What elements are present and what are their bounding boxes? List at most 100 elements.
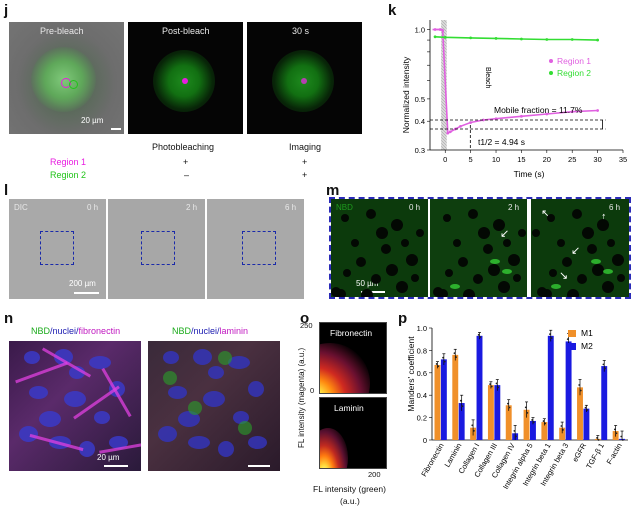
dic-image-2h: 2 h <box>108 199 205 299</box>
panel-letter-k: k <box>388 2 397 19</box>
n-right-title: NBD/nuclei/laminin <box>172 326 248 336</box>
nucleus <box>163 351 179 364</box>
data-point <box>477 333 480 336</box>
nbd-image-0h: NBD 0 h 50 µm <box>331 199 428 297</box>
bar-m1 <box>523 409 530 440</box>
pore <box>617 274 625 282</box>
data-point <box>562 429 564 431</box>
data-point <box>461 405 464 408</box>
bar-m1 <box>505 405 512 440</box>
roi-box-2h <box>141 231 175 265</box>
pore <box>331 287 341 297</box>
pore <box>493 219 505 231</box>
legend-marker-region-1 <box>549 59 553 63</box>
manders-y-tick-label: 0.8 <box>417 346 427 355</box>
data-point <box>455 356 457 359</box>
arrow-icon: ↑ <box>601 211 607 223</box>
frap-x-tick-label: 10 <box>492 155 500 164</box>
nucleus <box>39 411 61 427</box>
pore <box>567 289 579 297</box>
data-point <box>437 365 440 368</box>
panel-letter-j: j <box>4 2 9 19</box>
frap-point <box>570 110 574 114</box>
pore <box>356 257 366 267</box>
legend-region-2: Region 2 <box>557 68 591 78</box>
panel-letter-p: p <box>398 310 408 327</box>
panel-letter-l: l <box>4 182 9 199</box>
data-point <box>613 428 616 431</box>
pore <box>443 214 451 222</box>
nbd-time-0h: 0 h <box>409 203 421 212</box>
data-point <box>489 383 492 386</box>
n-right-title-laminin: laminin <box>219 326 249 336</box>
pore <box>483 244 493 254</box>
category-label: eGFR <box>570 441 588 463</box>
frap-point <box>433 35 437 39</box>
pore <box>508 254 520 266</box>
data-point <box>621 439 624 441</box>
data-point <box>472 429 475 432</box>
roi-box-6h <box>242 231 276 265</box>
data-point <box>453 352 456 355</box>
nucleus <box>203 391 225 407</box>
data-point <box>479 336 482 339</box>
data-point <box>513 430 516 432</box>
manders-y-tick-label: 0.2 <box>417 414 427 423</box>
pore <box>582 227 594 239</box>
pore <box>572 209 582 219</box>
frap-y-axis-label: Normalized intensity <box>401 56 411 133</box>
legend-swatch-m1 <box>568 330 576 337</box>
frap-x-axis-label: Time (s) <box>514 169 545 179</box>
bar-m1 <box>559 427 566 440</box>
bar-m1 <box>487 385 494 440</box>
frap-point <box>481 118 485 122</box>
pore <box>391 219 403 231</box>
data-point <box>542 420 545 422</box>
n-left-title-fibronectin: fibronectin <box>78 326 121 336</box>
data-point <box>550 337 553 339</box>
nucleus <box>178 411 200 427</box>
nbd-signal <box>591 259 601 264</box>
nbd-signal <box>450 284 460 289</box>
nucleus <box>29 386 48 399</box>
pore <box>557 239 565 247</box>
pore <box>473 274 483 284</box>
frap-x-tick-label: 20 <box>543 155 551 164</box>
legend-m2: M2 <box>581 341 593 351</box>
bar-m2 <box>530 420 536 440</box>
pore <box>416 229 424 237</box>
nucleus <box>228 356 250 369</box>
data-point <box>490 385 493 388</box>
legend-marker-region-2 <box>549 71 553 75</box>
legend-m1: M1 <box>581 328 593 338</box>
pore <box>351 239 359 247</box>
arrow-icon: ↙ <box>571 245 581 257</box>
nucleus <box>193 349 212 365</box>
data-point <box>586 409 589 411</box>
pore <box>433 287 443 297</box>
frap-point <box>596 109 600 112</box>
frap-point <box>545 112 549 116</box>
pore <box>503 239 511 247</box>
data-point <box>620 435 623 438</box>
scale-bar-l <box>74 292 99 294</box>
data-point <box>596 436 598 439</box>
o-y-axis-label: FL intensity (magenta) (a.u.) <box>297 347 306 448</box>
manders-chart: 00.20.40.60.81.0 FibronectinLamininColla… <box>406 324 628 491</box>
frap-y-tick-label: 0.5 <box>415 95 425 104</box>
data-point <box>532 421 535 424</box>
pore <box>562 257 572 267</box>
pore <box>602 281 614 293</box>
laminin-scatter: Laminin <box>319 397 387 469</box>
panel-letter-m: m <box>326 182 340 199</box>
nucleus <box>208 366 224 379</box>
scale-bar-n <box>104 465 128 467</box>
scale-bar-j-label: 20 µm <box>81 116 104 125</box>
nbd-image-2h: 2 h ↙ <box>430 199 527 297</box>
laminin-image <box>148 341 280 471</box>
postbleach-label: Post-bleach <box>162 26 210 36</box>
category-label: Fibronectin <box>419 442 445 479</box>
pore <box>468 209 478 219</box>
n-left-title: NBD/nuclei/fibronectin <box>31 326 120 336</box>
frap-x-tick-label: 25 <box>568 155 576 164</box>
